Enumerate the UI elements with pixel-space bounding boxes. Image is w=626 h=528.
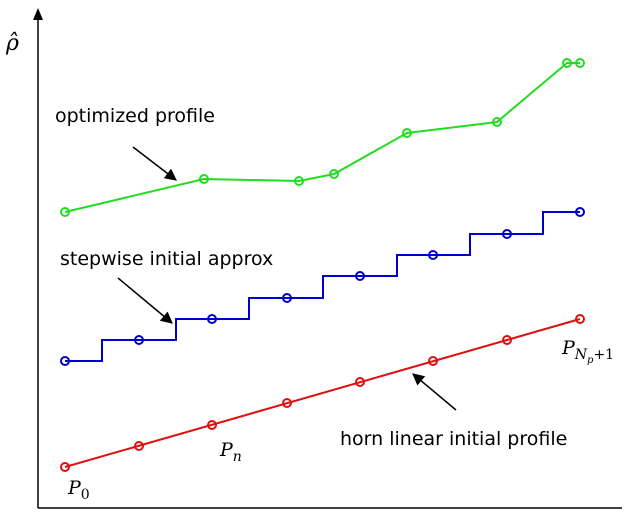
point-tail: +1 [593, 347, 614, 363]
stepwise-curve [60, 207, 585, 366]
arrow [132, 146, 177, 181]
stepwise-label: stepwise initial approx [60, 248, 273, 270]
point-label: Pn [219, 439, 242, 465]
point-sub: 0 [81, 487, 90, 503]
point-sub: n [233, 449, 242, 465]
axis-label: ρ̂ [5, 31, 19, 56]
point-base: P [219, 439, 234, 461]
point-subsub: p [587, 355, 594, 366]
arrow [412, 373, 457, 411]
point-base: P [67, 477, 82, 499]
point-label: P0 [67, 477, 90, 503]
optimized-curve [60, 58, 585, 217]
y-axis-arrow [33, 8, 43, 20]
point-sub: N [574, 347, 588, 363]
arrow [117, 277, 173, 324]
optimized-label: optimized profile [55, 105, 215, 127]
linear-curve [60, 314, 585, 472]
point-label: PNp+1 [561, 337, 614, 366]
horn-label: horn linear initial profile [340, 428, 567, 450]
point-base: P [561, 337, 576, 359]
